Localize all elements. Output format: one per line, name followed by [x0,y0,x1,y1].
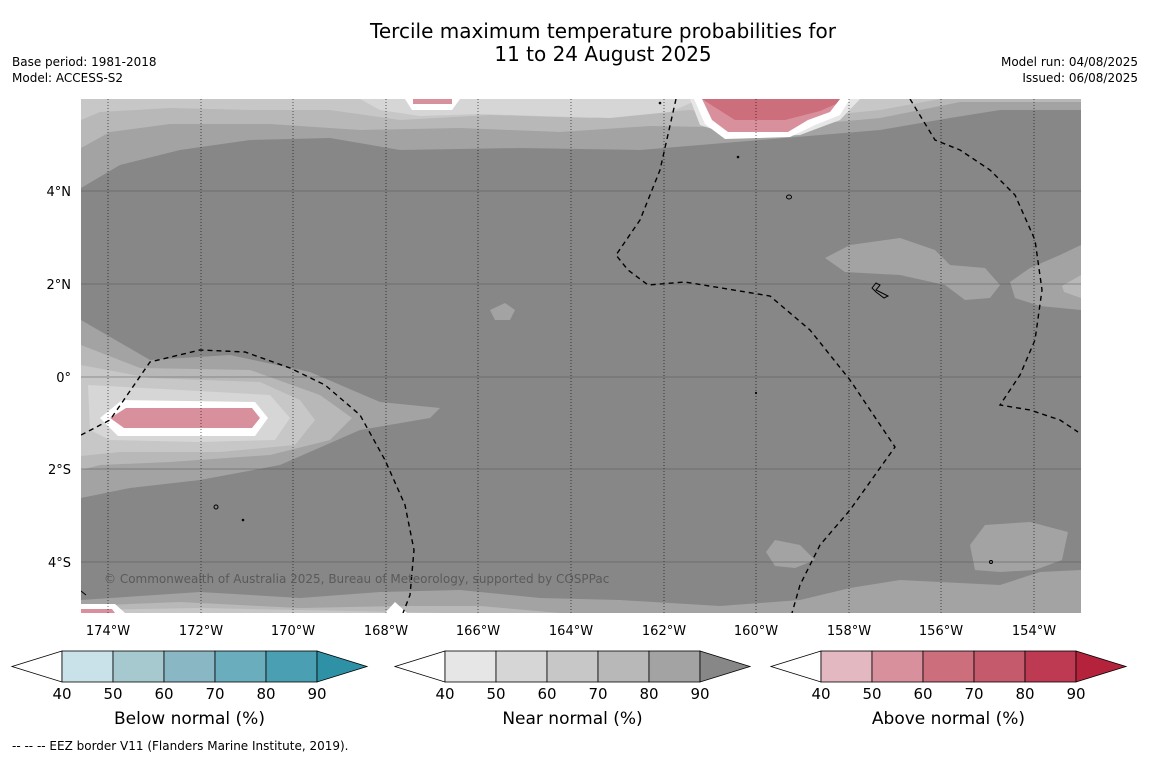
colorbar-tick-label: 40 [435,685,454,703]
colorbar-segment [265,650,318,683]
colorbar-tick-label: 80 [256,685,275,703]
colorbar-segment [871,650,924,683]
colorbar-tick-label: 90 [690,685,709,703]
title-line-1: Tercile maximum temperature probabilitie… [370,19,836,43]
colorbar-segment [922,650,975,683]
colorbar-tick-label: 50 [486,685,505,703]
colorbar-segment [163,650,216,683]
lon-label: 154°W [1012,624,1056,639]
lat-label: 4°N [47,185,72,200]
below-normal-label: Below normal (%) [114,709,265,729]
meta-left: Base period: 1981-2018 Model: ACCESS-S2 [12,54,157,86]
page-title: Tercile maximum temperature probabilitie… [0,20,1150,66]
parallel-gridlines [81,190,1081,563]
colorbar-segment [214,650,267,683]
colorbar-segment [648,650,701,683]
colorbar-tick-label: 60 [154,685,173,703]
latitude-labels: 4°N 2°N 0° 2°S 4°S [47,185,72,571]
colorbar-segment [820,650,873,683]
colorbar-tick-label: 90 [1066,685,1085,703]
title-line-2: 11 to 24 August 2025 [494,42,712,66]
model-name: Model: ACCESS-S2 [12,71,124,85]
lon-label: 172°W [179,624,223,639]
lon-label: 164°W [549,624,593,639]
colorbar-tick-label: 80 [1015,685,1034,703]
above-normal-60-top [702,99,840,120]
colorbar-extend-low [10,650,63,683]
islands [81,101,993,596]
near-normal-label: Near normal (%) [502,709,643,729]
colorbar-tick-label: 50 [103,685,122,703]
colorbar-tick-label: 80 [639,685,658,703]
colorbar-segment [973,650,1026,683]
colorbar-segment [112,650,165,683]
near-normal-80-east [825,238,1000,300]
colorbar-tick-label: 40 [811,685,830,703]
longitude-labels: 174°W 172°W 170°W 168°W 166°W 164°W 162°… [86,624,1056,639]
lon-label: 162°W [642,624,686,639]
colorbar-tick-label: 70 [964,685,983,703]
colorbar-extend-high [699,650,752,683]
lon-label: 166°W [456,624,500,639]
colorbar-segment [444,650,497,683]
meta-right: Model run: 04/08/2025 Issued: 06/08/2025 [1001,54,1138,86]
near-normal-colorbar: 40 50 60 70 80 90 [393,650,752,703]
colorbar-tick-label: 70 [588,685,607,703]
credit-text: © Commonwealth of Australia 2025, Bureau… [104,572,610,586]
colorbar-tick-label: 60 [913,685,932,703]
colorbar-segment [597,650,650,683]
colorbar-extend-low [769,650,822,683]
colorbar-tick-label: 70 [205,685,224,703]
near-normal-80-bottom [81,570,1081,613]
colorbar-tick-label: 40 [52,685,71,703]
colorbar-segment [1024,650,1077,683]
issued-date: Issued: 06/08/2025 [1022,71,1138,85]
lat-label: 4°S [48,556,71,571]
colorbar-tick-label: 50 [862,685,881,703]
colorbar-segment [495,650,548,683]
above-normal-label: Above normal (%) [871,709,1026,729]
lon-label: 160°W [734,624,778,639]
eez-footnote: -- -- -- EEZ border V11 (Flanders Marine… [12,739,349,753]
colorbar-extend-high [1075,650,1128,683]
lon-label: 170°W [271,624,315,639]
lon-label: 168°W [364,624,408,639]
lon-label: 174°W [86,624,130,639]
lon-label: 156°W [919,624,963,639]
colorbar-segment [546,650,599,683]
map-plot-area [81,99,1081,613]
lat-label: 2°S [48,463,71,478]
colorbar-segment [61,650,114,683]
lat-label: 2°N [47,278,72,293]
colorbar-tick-label: 90 [307,685,326,703]
base-period: Base period: 1981-2018 [12,55,157,69]
above-normal-50-equator [110,408,260,428]
near-normal-90-region [81,99,1081,613]
colorbar-extend-high [316,650,369,683]
colorbar-tick-label: 60 [537,685,556,703]
lon-label: 158°W [827,624,871,639]
colorbar-extend-low [393,650,446,683]
eez-borders [81,99,1079,613]
model-run: Model run: 04/08/2025 [1000,55,1138,69]
below-normal-colorbar: 40 50 60 70 80 90 [10,650,369,703]
above-normal-colorbar: 40 50 60 70 80 90 [769,650,1128,703]
lat-label: 0° [56,371,71,386]
